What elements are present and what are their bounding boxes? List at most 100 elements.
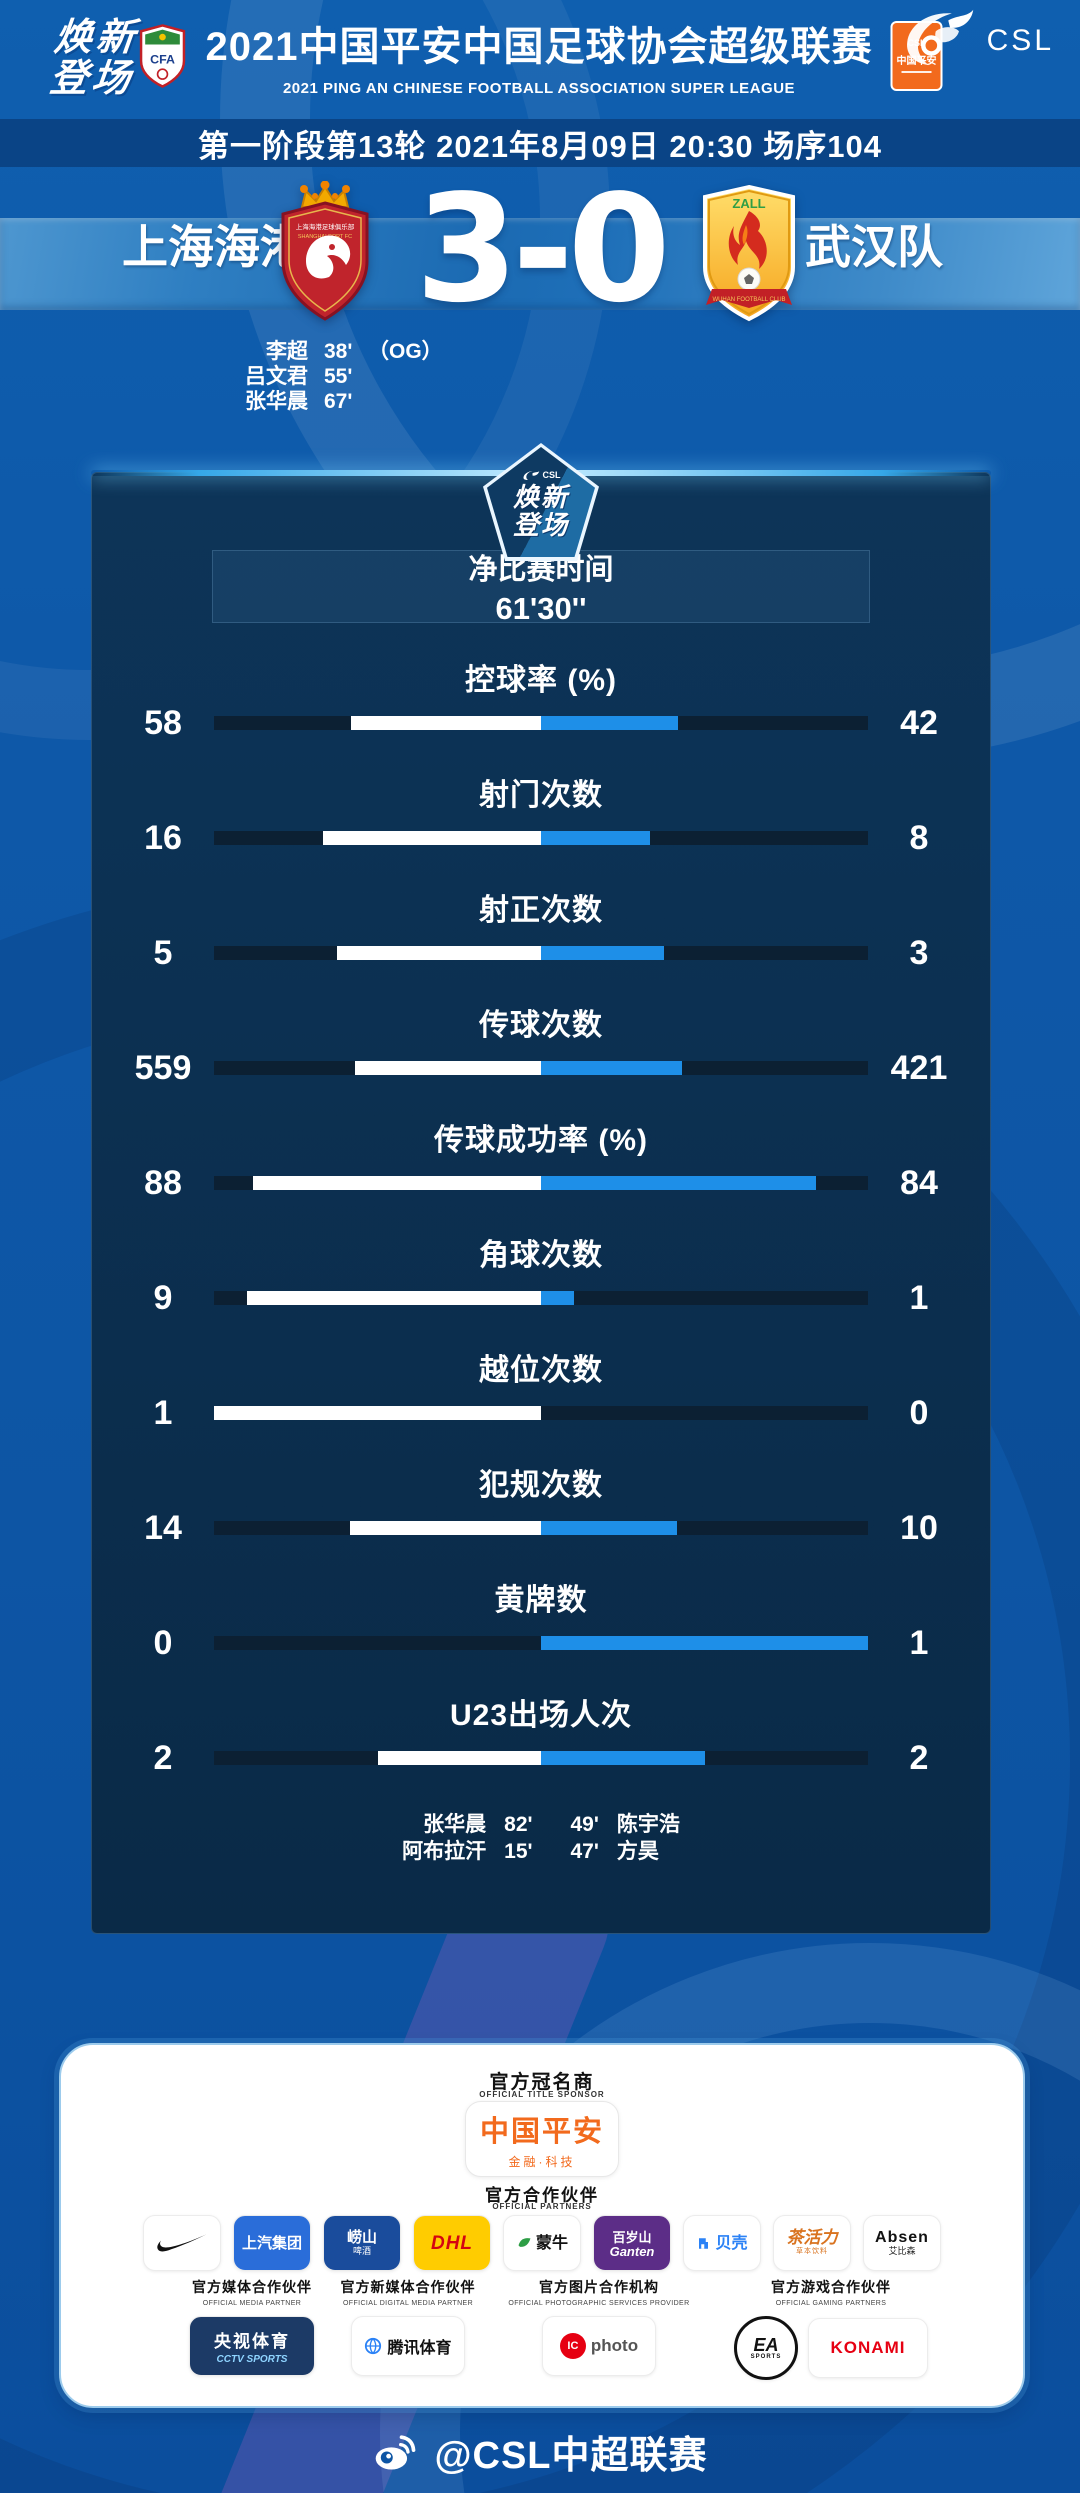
- campaign-pentagon-badge-inner: CSL 焕新 登场: [487, 447, 595, 557]
- match-info-band: 第一阶段第13轮 2021年8月09日 20:30 场序104: [0, 119, 1080, 167]
- sponsor-tencent-sports: 腾讯体育: [351, 2316, 465, 2376]
- stat-row: 射门次数 16 8: [92, 776, 990, 857]
- sponsor-ganten: 百岁山 Ganten: [593, 2215, 671, 2271]
- stat-row: 越位次数 1 0: [92, 1351, 990, 1432]
- u23-player-name: 陈宇浩: [616, 1813, 680, 1836]
- chahuoli-sub: 草本饮料: [796, 2248, 828, 2255]
- stat-bar-home-half: [214, 1176, 541, 1190]
- sponsor-absen: Absen 艾比森: [863, 2215, 941, 2271]
- icphoto-text: photo: [590, 2336, 639, 2355]
- stat-bar-home-half: [214, 946, 541, 960]
- pingan-tagline: 金融·科技: [508, 2155, 576, 2169]
- stat-bar-track: [214, 946, 868, 960]
- stat-bar-home-half: [214, 1521, 541, 1535]
- partners-heading-en: OFFICIAL PARTNERS: [492, 2202, 592, 2211]
- sponsor-saic: 上汽集团: [233, 2215, 311, 2271]
- stat-bar-track: [214, 1176, 868, 1190]
- stat-bar-row: 1 0: [92, 1393, 990, 1432]
- konami-text: KONAMI: [830, 2338, 906, 2357]
- stat-bar-home-half: [214, 716, 541, 730]
- weibo-handle: @CSL中超联赛: [434, 2435, 708, 2477]
- stat-label: 犯规次数: [479, 1469, 603, 1502]
- digital-media-partner-group: 官方新媒体合作伙伴 OFFICIAL DIGITAL MEDIA PARTNER…: [283, 2277, 533, 2376]
- goal-scorers-list: 李超 38' （OG） 吕文君 55' 张华晨 67': [160, 339, 443, 414]
- scorer-name: 张华晨: [245, 390, 308, 413]
- stat-home-value: 14: [144, 1508, 182, 1547]
- stat-bar-away-half: [541, 1291, 868, 1305]
- scorer-time: 67': [324, 390, 353, 413]
- campaign-logo: 焕新 登场: [47, 17, 141, 100]
- sponsor-card: 官方冠名商 OFFICIAL TITLE SPONSOR 中国平安 金融·科技 …: [59, 2043, 1025, 2408]
- cctv-text-cn: 央视体育: [214, 2332, 290, 2351]
- stat-bar-home-fill: [214, 1406, 541, 1420]
- scorer-note: （OG）: [368, 340, 443, 363]
- stat-row: 传球次数 559 421: [92, 1006, 990, 1087]
- u23-sub-row: 张华晨 82': [402, 1811, 532, 1838]
- stat-label: 角球次数: [479, 1239, 603, 1272]
- absen-sub: 艾比森: [888, 2246, 916, 2256]
- stat-bar-away-half: [541, 1406, 868, 1420]
- digital-partner-heading: 官方新媒体合作伙伴: [340, 2279, 476, 2295]
- u23-player-name: 张华晨: [423, 1813, 487, 1836]
- campaign-logo-line2: 登场: [47, 58, 137, 100]
- net-playing-time-box: 净比赛时间 61'30'': [212, 550, 870, 626]
- stat-bar-home-fill: [253, 1176, 541, 1190]
- stat-bar-away-half: [541, 831, 868, 845]
- media-partner-heading-en: OFFICIAL MEDIA PARTNER: [202, 2300, 302, 2307]
- stat-away-value: 0: [909, 1393, 929, 1432]
- photo-partner-group: 官方图片合作机构 OFFICIAL PHOTOGRAPHIC SERVICES …: [474, 2277, 724, 2376]
- stat-label: 传球成功率 (%): [434, 1124, 648, 1157]
- u23-sub-row: 阿布拉汗 15': [402, 1838, 532, 1865]
- sponsor-mengniu: 蒙牛: [503, 2215, 581, 2271]
- ganten-text-en: Ganten: [609, 2244, 655, 2259]
- mengniu-leaf-icon: [518, 2237, 531, 2247]
- league-title-block: CFA 2021中国平安中国足球协会超级联赛 2021 PING AN CHIN…: [138, 14, 943, 97]
- u23-away-column: 49' 陈宇浩 47' 方昊: [571, 1811, 680, 1865]
- pingan-badge-brand: 中国平安: [896, 56, 937, 67]
- stat-bar-home-fill: [336, 946, 541, 960]
- stat-bar-away-half: [541, 1751, 868, 1765]
- csl-logo: CSL: [889, 8, 1054, 74]
- stat-away-value: 84: [900, 1163, 938, 1202]
- stat-bar-row: 16 8: [92, 818, 990, 857]
- stat-bar-track: [214, 1636, 868, 1650]
- stat-bar-home-fill: [351, 716, 541, 730]
- stat-home-value: 5: [153, 933, 173, 972]
- icphoto-badge: IC: [559, 2333, 586, 2359]
- stat-bar-away-half: [541, 1636, 868, 1650]
- sponsor-cctv-sports: 央视体育 CCTV SPORTS: [189, 2316, 315, 2376]
- net-time-value: 61'30'': [495, 591, 587, 626]
- stat-bar-row: 9 1: [92, 1278, 990, 1317]
- stat-bar-home-half: [214, 1751, 541, 1765]
- title-sponsor-heading: 官方冠名商: [489, 2072, 595, 2093]
- laoshan-sub: 啤酒: [352, 2246, 371, 2256]
- ganten-text-cn: 百岁山: [612, 2230, 652, 2245]
- away-team-name: 武汉队: [805, 221, 943, 273]
- stat-away-value: 421: [890, 1048, 948, 1087]
- u23-sub-time: 47': [570, 1840, 599, 1863]
- stat-home-value: 16: [144, 818, 182, 857]
- stat-bar-home-half: [214, 1406, 541, 1420]
- stat-home-value: 9: [153, 1278, 173, 1317]
- scoreboard: 上海海港 上海海港足球俱乐部 SHANGHAI PORT FC 3-0: [0, 167, 1080, 437]
- stat-away-value: 42: [900, 703, 938, 742]
- u23-player-name: 阿布拉汗: [402, 1840, 487, 1863]
- away-crest-icon: ZALL WUHAN FOOTBALL CLUB: [703, 184, 795, 322]
- tencent-text: 腾讯体育: [387, 2340, 452, 2357]
- sponsor-ea-sports: EA SPORTS: [734, 2316, 798, 2380]
- scorer-name: 吕文君: [245, 365, 308, 388]
- csl-logo-text: CSL: [986, 24, 1054, 57]
- stat-bar-track: [214, 716, 868, 730]
- weibo-icon: [376, 2434, 416, 2470]
- absen-text: Absen: [875, 2229, 929, 2246]
- stat-label: 越位次数: [479, 1354, 603, 1387]
- stat-bar-away-half: [541, 1521, 868, 1535]
- stat-away-value: 2: [909, 1738, 929, 1777]
- u23-sub-time: 49': [570, 1813, 599, 1836]
- stat-bar-row: 2 2: [92, 1738, 990, 1777]
- dhl-text: DHL: [430, 2232, 474, 2254]
- stat-bar-row: 559 421: [92, 1048, 990, 1087]
- stat-label: 射正次数: [479, 894, 603, 927]
- home-team-name: 上海海港: [122, 221, 306, 273]
